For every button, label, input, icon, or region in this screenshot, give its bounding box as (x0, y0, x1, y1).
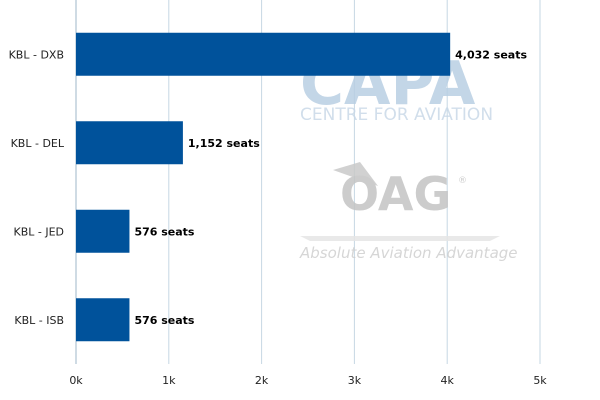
x-tick-label: 3k (348, 374, 362, 387)
category-label: KBL - JED (13, 225, 64, 238)
oag-swoosh-icon (333, 162, 378, 186)
category-labels: KBL - DXB KBL - DEL KBL - JED KBL - ISB (9, 48, 65, 327)
category-label: KBL - DEL (11, 137, 65, 150)
watermark: CAPA CENTRE FOR AVIATION OAG ® Absolute … (299, 49, 518, 262)
x-tick-label: 2k (255, 374, 269, 387)
oag-tagline: Absolute Aviation Advantage (299, 244, 518, 262)
bar (76, 32, 451, 76)
bar (76, 209, 130, 253)
capa-subtitle: CENTRE FOR AVIATION (300, 105, 493, 125)
data-label: 576 seats (134, 314, 194, 327)
category-label: KBL - DXB (9, 48, 64, 61)
bars (76, 32, 451, 342)
x-tick-label: 5k (533, 374, 547, 387)
bar (76, 298, 130, 342)
bar (76, 121, 183, 165)
data-label: 576 seats (134, 225, 194, 238)
x-tick-label: 1k (162, 374, 176, 387)
category-label: KBL - ISB (14, 314, 64, 327)
x-axis-ticks: 0k 1k 2k 3k 4k 5k (69, 374, 547, 387)
data-label: 1,152 seats (188, 137, 260, 150)
oag-logo-text: OAG (340, 167, 451, 221)
data-labels: 4,032 seats 1,152 seats 576 seats 576 seats (134, 48, 527, 327)
oag-divider (300, 236, 500, 241)
registered-mark: ® (458, 176, 467, 186)
x-tick-label: 0k (69, 374, 83, 387)
data-label: 4,032 seats (455, 48, 527, 61)
x-tick-label: 4k (441, 374, 455, 387)
